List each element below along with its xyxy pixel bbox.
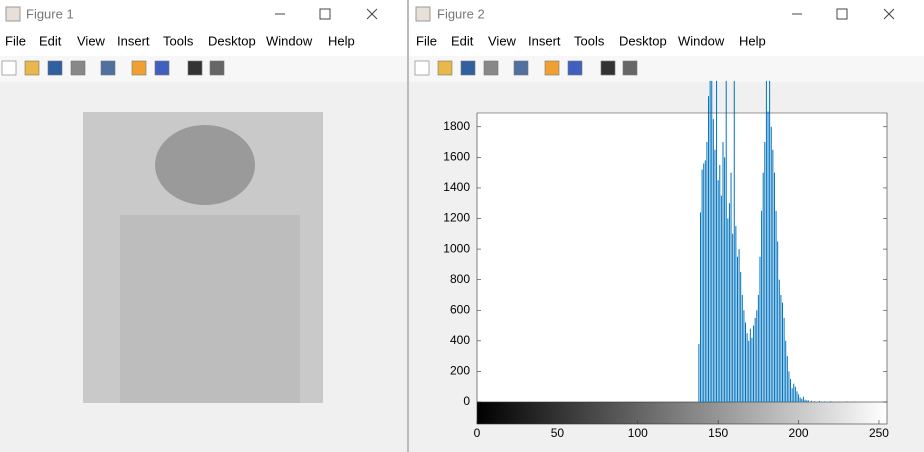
- x-tick-label: 200: [789, 426, 809, 440]
- x-tick-label: 50: [551, 426, 565, 440]
- toolbar-button[interactable]: [622, 60, 638, 76]
- app-icon: [415, 6, 431, 22]
- y-tick-label: 800: [450, 272, 470, 286]
- y-tick-label: 0: [463, 394, 470, 408]
- menu-item[interactable]: Tools: [163, 33, 194, 48]
- toolbar-button[interactable]: [209, 60, 225, 76]
- menu-item[interactable]: Insert: [528, 33, 561, 48]
- y-tick-label: 1600: [443, 150, 470, 164]
- colorbar: [476, 401, 888, 425]
- x-tick-label: 250: [869, 426, 889, 440]
- menu-item[interactable]: File: [416, 33, 437, 48]
- menu-item[interactable]: Desktop: [619, 33, 667, 48]
- menu-item[interactable]: Edit: [39, 33, 62, 48]
- y-tick-label: 1000: [443, 241, 470, 255]
- x-tick-label: 100: [628, 426, 648, 440]
- menu-item[interactable]: File: [5, 33, 26, 48]
- menu-item[interactable]: Window: [266, 33, 313, 48]
- toolbar-button[interactable]: [47, 60, 63, 76]
- menu-item[interactable]: View: [77, 33, 106, 48]
- y-tick-label: 200: [450, 364, 470, 378]
- toolbar-button[interactable]: [600, 60, 616, 76]
- menu-item[interactable]: Window: [678, 33, 725, 48]
- x-tick-label: 150: [708, 426, 728, 440]
- toolbar-button[interactable]: [24, 60, 40, 76]
- maximize-button[interactable]: [319, 8, 331, 20]
- app-icon: [5, 6, 21, 22]
- toolbar-button[interactable]: [567, 60, 583, 76]
- toolbar-button[interactable]: [414, 60, 430, 76]
- window-border: [407, 0, 409, 452]
- window-1-bar: [0, 0, 407, 56]
- window-title: Figure 1: [26, 6, 74, 21]
- y-tick-label: 1200: [443, 211, 470, 225]
- y-tick-label: 1800: [443, 119, 470, 133]
- y-tick-label: 1400: [443, 180, 470, 194]
- toolbar-button[interactable]: [437, 60, 453, 76]
- axes-box: [476, 112, 888, 402]
- menu-item[interactable]: View: [488, 33, 517, 48]
- menu-item[interactable]: Tools: [574, 33, 605, 48]
- menu-item[interactable]: Insert: [117, 33, 150, 48]
- toolbar-button[interactable]: [131, 60, 147, 76]
- maximize-button[interactable]: [836, 8, 848, 20]
- toolbar-button[interactable]: [187, 60, 203, 76]
- toolbar-button[interactable]: [483, 60, 499, 76]
- menu-item[interactable]: Desktop: [208, 33, 256, 48]
- toolbar-button[interactable]: [100, 60, 116, 76]
- y-tick-label: 600: [450, 302, 470, 316]
- toolbar-button[interactable]: [513, 60, 529, 76]
- toolbar-button[interactable]: [544, 60, 560, 76]
- image-detail: [120, 215, 300, 403]
- image-detail: [155, 125, 255, 205]
- x-tick-label: 0: [474, 426, 481, 440]
- close-button[interactable]: [883, 8, 895, 20]
- window-title: Figure 2: [437, 6, 485, 21]
- toolbar-1: [0, 56, 407, 82]
- toolbar-button[interactable]: [154, 60, 170, 76]
- menu-item[interactable]: Help: [328, 33, 355, 48]
- y-tick-label: 400: [450, 333, 470, 347]
- toolbar-button[interactable]: [70, 60, 86, 76]
- toolbar-button[interactable]: [460, 60, 476, 76]
- toolbar-button[interactable]: [1, 60, 17, 76]
- axes: [477, 113, 887, 402]
- menu-item[interactable]: Edit: [451, 33, 474, 48]
- menu-item[interactable]: Help: [739, 33, 766, 48]
- close-button[interactable]: [366, 8, 378, 20]
